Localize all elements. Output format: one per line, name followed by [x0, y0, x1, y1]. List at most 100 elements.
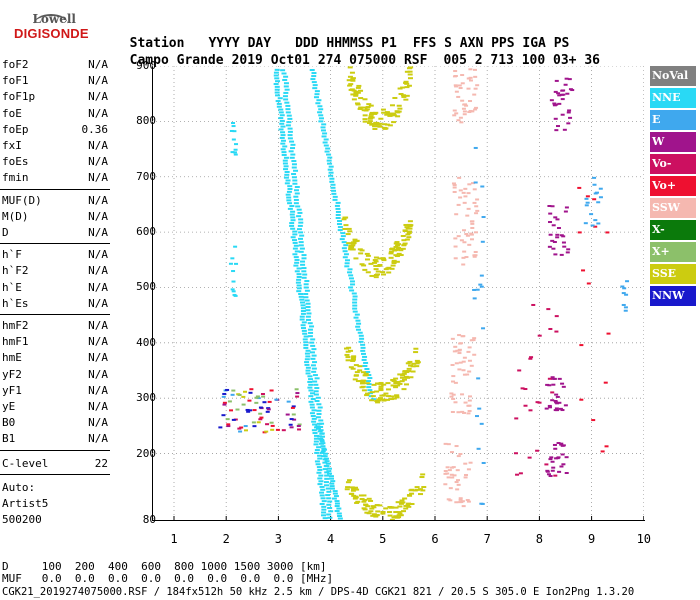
- echo-mark: [363, 361, 369, 364]
- echo-mark: [310, 338, 316, 341]
- echo-mark: [301, 254, 307, 257]
- echo-mark: [449, 473, 454, 476]
- echo-mark: [248, 391, 253, 394]
- echo-mark: [459, 121, 464, 124]
- param-value: N/A: [88, 319, 108, 332]
- echo-mark: [372, 112, 378, 115]
- echo-mark: [585, 201, 590, 204]
- legend-entry: Vo+: [650, 176, 696, 196]
- echo-mark: [285, 104, 291, 107]
- echo-mark: [549, 99, 554, 102]
- echo-mark: [359, 337, 365, 340]
- echo-mark: [396, 516, 402, 519]
- echo-mark: [334, 500, 340, 503]
- echo-mark: [366, 386, 372, 389]
- echo-mark: [453, 401, 458, 404]
- echo-mark: [304, 363, 310, 366]
- echo-mark: [365, 371, 371, 374]
- echo-mark: [456, 95, 461, 98]
- echo-mark: [258, 418, 263, 421]
- echo-mark: [413, 351, 419, 354]
- echo-mark: [312, 84, 318, 87]
- echo-mark: [400, 374, 406, 377]
- echo-mark: [586, 282, 591, 285]
- echo-mark: [308, 395, 314, 398]
- echo-mark: [535, 401, 540, 404]
- echo-mark: [319, 491, 325, 494]
- echo-mark: [471, 182, 476, 185]
- echo-mark: [455, 469, 460, 472]
- echo-mark: [231, 290, 236, 293]
- echo-mark: [308, 331, 314, 334]
- echo-mark: [396, 514, 402, 517]
- echo-mark: [469, 238, 474, 241]
- echo-mark: [414, 359, 420, 362]
- echo-mark: [290, 406, 295, 409]
- echo-mark: [452, 109, 457, 112]
- echo-mark: [313, 434, 319, 437]
- echo-mark: [322, 461, 328, 464]
- echo-mark: [328, 171, 334, 174]
- echo-mark: [332, 198, 338, 201]
- param-row-hf2: h`F2 N/A: [2, 264, 108, 279]
- echo-mark: [311, 348, 317, 351]
- echo-mark: [327, 516, 333, 519]
- echo-mark: [452, 114, 457, 117]
- echo-mark: [450, 363, 455, 366]
- echo-mark: [282, 159, 288, 162]
- echo-mark: [297, 423, 302, 426]
- echo-mark: [577, 231, 582, 234]
- echo-mark: [311, 409, 317, 412]
- echo-mark: [556, 227, 561, 230]
- echo-mark: [467, 409, 472, 412]
- echo-mark: [303, 346, 309, 349]
- echo-mark: [474, 212, 479, 215]
- echo-mark: [462, 356, 467, 359]
- echo-mark: [352, 304, 358, 307]
- echo-mark: [327, 168, 333, 171]
- echo-mark: [275, 94, 281, 97]
- echo-mark: [456, 411, 461, 414]
- echo-mark: [621, 292, 626, 295]
- echo-mark: [560, 382, 565, 385]
- param-name: yF2: [2, 367, 22, 381]
- echo-mark: [362, 374, 368, 377]
- echo-mark: [551, 383, 556, 386]
- param-value: N/A: [88, 335, 108, 349]
- echo-mark: [402, 497, 408, 500]
- echo-mark: [289, 224, 295, 227]
- echo-mark: [387, 114, 393, 117]
- echo-mark: [451, 393, 456, 396]
- color-legend: NoVal NNE E W Vo- Vo+ SSW X- X+ SSE NNW: [650, 66, 696, 308]
- echo-mark: [321, 511, 327, 514]
- echo-mark: [481, 461, 486, 464]
- echo-mark: [395, 244, 401, 247]
- param-value: N/A: [88, 416, 108, 430]
- echo-mark: [480, 240, 485, 243]
- echo-mark: [518, 472, 523, 475]
- echo-mark: [475, 198, 480, 201]
- echo-mark: [317, 454, 323, 457]
- echo-mark: [470, 226, 475, 229]
- echo-mark: [348, 277, 354, 280]
- echo-mark: [456, 483, 461, 486]
- echo-mark: [554, 407, 559, 410]
- echo-mark: [408, 364, 414, 367]
- echo-mark: [458, 453, 463, 456]
- echo-mark: [557, 470, 562, 473]
- echo-mark: [386, 395, 392, 398]
- logo-main-text: DIGISONDE: [14, 26, 89, 41]
- echo-mark: [230, 122, 235, 125]
- echo-mark: [254, 396, 259, 399]
- echo-mark: [472, 297, 477, 300]
- echo-mark: [547, 404, 552, 407]
- echo-mark: [320, 435, 326, 438]
- echo-mark: [311, 75, 317, 78]
- echo-mark: [393, 254, 399, 257]
- echo-mark: [310, 364, 316, 367]
- echo-mark: [389, 267, 395, 270]
- param-name: h`F: [2, 248, 22, 262]
- param-name: yE: [2, 400, 16, 413]
- echo-mark: [466, 500, 471, 503]
- echo-mark: [330, 186, 336, 189]
